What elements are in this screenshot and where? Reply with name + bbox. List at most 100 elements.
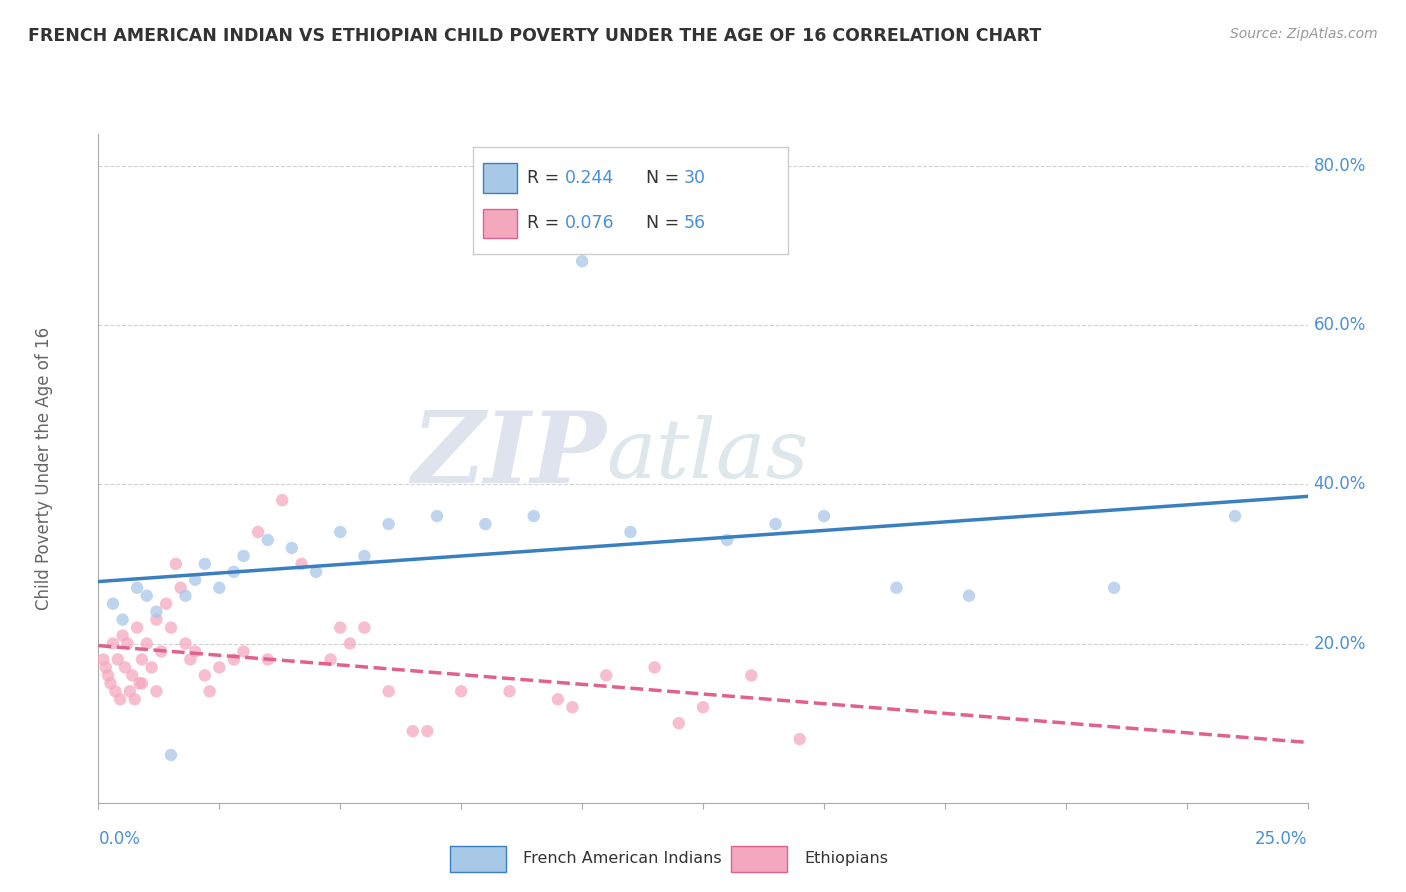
- Point: [160, 621, 183, 635]
- Point: [145, 613, 167, 627]
- Point: [247, 524, 270, 539]
- Point: [184, 573, 207, 587]
- Point: [523, 509, 546, 524]
- Bar: [731, 846, 787, 872]
- Point: [208, 660, 231, 674]
- Point: [169, 581, 191, 595]
- Point: [957, 589, 980, 603]
- Point: [402, 724, 425, 739]
- Point: [232, 644, 254, 658]
- Point: [174, 636, 197, 650]
- Point: [94, 660, 117, 674]
- Point: [426, 509, 449, 524]
- Point: [155, 597, 177, 611]
- Point: [498, 684, 520, 698]
- Point: [765, 517, 787, 532]
- Point: [547, 692, 569, 706]
- Point: [194, 557, 217, 571]
- Point: [377, 517, 399, 532]
- Point: [222, 565, 245, 579]
- Point: [150, 644, 173, 658]
- Point: [353, 549, 375, 563]
- Point: [886, 581, 908, 595]
- Point: [108, 692, 131, 706]
- Point: [329, 524, 352, 539]
- Point: [353, 621, 375, 635]
- Text: Child Poverty Under the Age of 16: Child Poverty Under the Age of 16: [35, 326, 53, 610]
- Point: [222, 652, 245, 666]
- Text: R =: R =: [527, 214, 564, 233]
- Point: [198, 684, 221, 698]
- Point: [595, 668, 617, 682]
- Point: [91, 652, 114, 666]
- Text: FRENCH AMERICAN INDIAN VS ETHIOPIAN CHILD POVERTY UNDER THE AGE OF 16 CORRELATIO: FRENCH AMERICAN INDIAN VS ETHIOPIAN CHIL…: [28, 27, 1042, 45]
- Point: [111, 628, 134, 642]
- Point: [174, 589, 197, 603]
- Point: [813, 509, 835, 524]
- Text: 0.244: 0.244: [564, 169, 613, 187]
- Point: [135, 589, 157, 603]
- Text: atlas: atlas: [606, 415, 808, 495]
- Text: R =: R =: [527, 169, 564, 187]
- Point: [121, 668, 143, 682]
- Point: [619, 524, 641, 539]
- Text: Ethiopians: Ethiopians: [804, 852, 889, 866]
- Point: [141, 660, 163, 674]
- Point: [377, 684, 399, 698]
- Bar: [482, 209, 517, 238]
- Point: [117, 636, 139, 650]
- Point: [339, 636, 361, 650]
- Point: [104, 684, 127, 698]
- Point: [127, 581, 149, 595]
- Point: [474, 517, 496, 532]
- Text: 20.0%: 20.0%: [1313, 634, 1367, 653]
- Point: [305, 565, 328, 579]
- Point: [716, 533, 738, 547]
- Point: [131, 652, 153, 666]
- Point: [208, 581, 231, 595]
- Text: 60.0%: 60.0%: [1313, 316, 1367, 334]
- Point: [128, 676, 150, 690]
- Point: [644, 660, 666, 674]
- Point: [160, 747, 183, 762]
- Point: [165, 557, 187, 571]
- Point: [256, 533, 278, 547]
- Point: [111, 613, 134, 627]
- Point: [127, 621, 149, 635]
- Point: [232, 549, 254, 563]
- Text: 25.0%: 25.0%: [1256, 830, 1308, 847]
- Text: 40.0%: 40.0%: [1313, 475, 1367, 493]
- Point: [184, 644, 207, 658]
- Text: Source: ZipAtlas.com: Source: ZipAtlas.com: [1230, 27, 1378, 41]
- Point: [145, 684, 167, 698]
- Point: [100, 676, 122, 690]
- Point: [256, 652, 278, 666]
- Point: [319, 652, 342, 666]
- Point: [571, 254, 593, 268]
- Point: [281, 541, 304, 555]
- Point: [290, 557, 312, 571]
- Bar: [450, 846, 506, 872]
- Point: [124, 692, 146, 706]
- Point: [101, 636, 124, 650]
- Bar: [482, 163, 517, 193]
- Point: [179, 652, 201, 666]
- Text: 56: 56: [683, 214, 706, 233]
- Point: [740, 668, 762, 682]
- Text: N =: N =: [647, 214, 685, 233]
- Point: [145, 605, 167, 619]
- Text: 0.0%: 0.0%: [98, 830, 141, 847]
- Point: [118, 684, 141, 698]
- Text: ZIP: ZIP: [412, 407, 606, 503]
- Point: [131, 676, 153, 690]
- Point: [789, 732, 811, 747]
- Text: 80.0%: 80.0%: [1313, 157, 1367, 175]
- Point: [107, 652, 129, 666]
- Point: [135, 636, 157, 650]
- Text: 30: 30: [683, 169, 706, 187]
- Point: [416, 724, 439, 739]
- Text: N =: N =: [647, 169, 685, 187]
- Point: [114, 660, 136, 674]
- Point: [561, 700, 583, 714]
- Point: [1223, 509, 1246, 524]
